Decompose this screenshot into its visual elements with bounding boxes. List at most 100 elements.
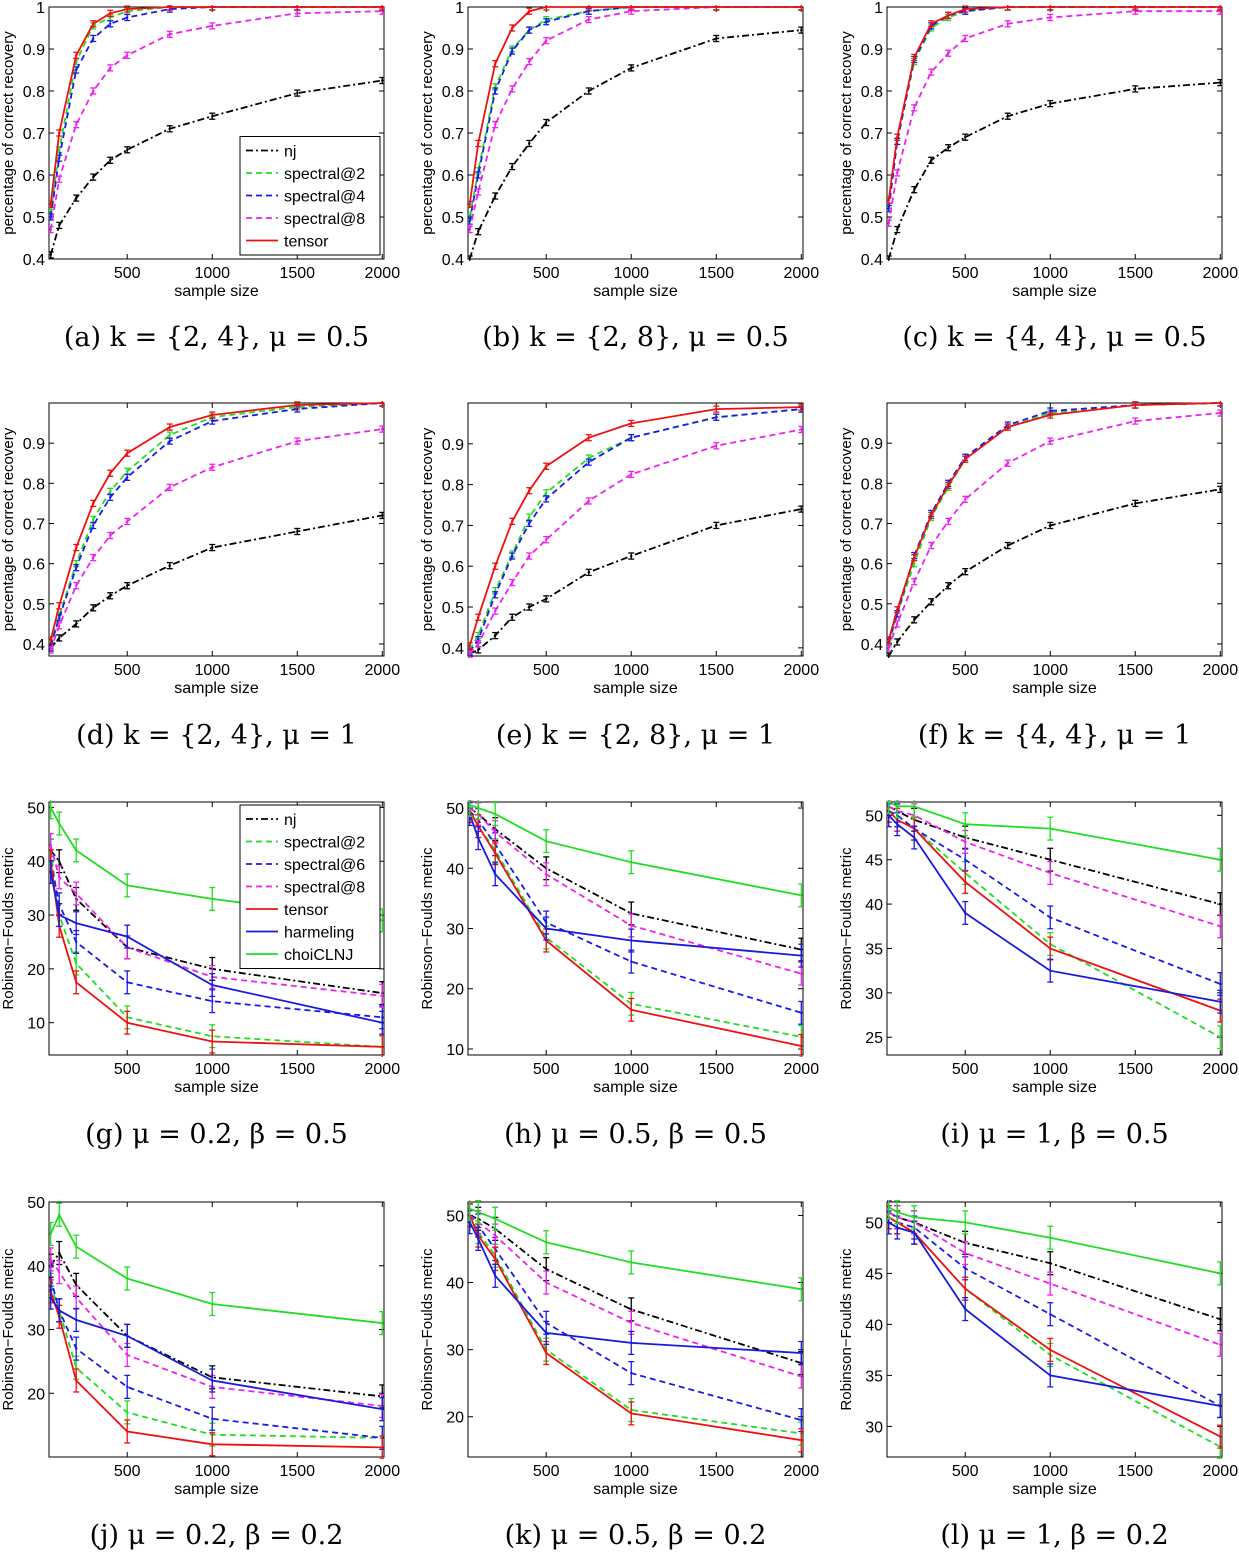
data-point [545,597,548,601]
data-point [296,439,299,443]
data-point [494,1274,497,1278]
data-point [49,1277,52,1280]
x-tick-label: 500 [114,1463,141,1480]
y-tick-label: 30 [865,1419,883,1436]
data-point [49,870,52,874]
data-point [92,37,95,40]
data-point [1049,1348,1052,1352]
x-tick-label: 2000 [1203,1463,1239,1480]
data-point [126,1353,129,1357]
data-point [913,618,916,622]
series-group [49,401,384,654]
series-line-spectral-at-4 [887,402,1221,643]
data-point [381,1407,384,1411]
data-point [58,1213,61,1216]
y-tick-label: 0.6 [861,168,883,185]
data-point [545,497,548,501]
chart-e: 500 1000 1500 2000 0.4 0.5 0.6 0.7 0.8 0.9 sample … [419,402,819,697]
x-tick-label: 1000 [1032,265,1068,282]
data-point [58,822,61,825]
data-point [126,7,129,11]
data-point [494,89,497,93]
data-point [211,1417,214,1420]
x-tick-label: 1000 [194,265,230,282]
legend-label: spectral@2 [284,166,365,183]
data-point [58,148,61,151]
y-tick-label: 1 [36,0,45,17]
plot-frame [467,6,804,260]
caption-f: (f) k = {4, 4}, μ = 1 [917,720,1192,751]
data-point [1049,969,1052,972]
y-tick-label: 0.4 [861,252,883,269]
data-point [1134,502,1137,505]
data-point [381,401,384,405]
x-tick-label: 2000 [784,265,820,282]
series-line-spectral-at-4 [468,408,802,653]
data-point [168,5,171,9]
data-point [913,580,916,583]
data-point [947,14,950,17]
data-point [75,566,78,569]
data-point [896,1211,899,1214]
data-point [947,146,950,149]
data-point [126,1334,129,1338]
data-point [1006,22,1009,25]
data-point [168,564,171,567]
y-tick-label: 50 [446,801,464,818]
y-tick-label: 0.8 [23,476,45,493]
series-line-spectral-at-6 [49,861,383,1019]
data-point [964,911,967,915]
data-point [587,18,590,21]
data-point [75,584,78,587]
data-point [896,640,899,644]
data-point [49,215,52,219]
data-point [1049,916,1052,919]
data-point [1134,87,1137,91]
series-line-spectral-at-2 [888,1216,1221,1448]
x-tick-label: 1500 [1117,662,1153,679]
x-tick-label: 500 [114,662,141,679]
data-point [630,939,633,942]
y-tick-label: 0.6 [442,168,464,185]
x-tick-label: 1500 [279,662,315,679]
y-tick-label: 1 [455,0,464,17]
plot-frame [886,402,1223,657]
chart-a: 500 1000 1500 2000 0.4 0.5 0.6 0.7 0.8 0.9 1 sample… [0,0,400,300]
y-tick-label: 0.6 [442,559,464,576]
data-point [126,1385,129,1389]
data-point [296,5,299,9]
chart-b: 500 1000 1500 2000 0.4 0.5 0.6 0.7 0.8 0.9 1 sample… [419,0,819,300]
x-tick-label: 1000 [613,1463,649,1480]
data-point [49,638,52,642]
data-point [947,584,950,587]
data-point [494,852,497,855]
data-point [545,873,548,876]
x-axis-label: sample size [174,283,259,300]
data-point [528,554,531,558]
data-point [630,5,633,9]
data-point [58,1270,61,1274]
data-point [913,188,916,191]
data-point [964,458,967,461]
data-point [964,1267,967,1270]
caption-i: (i) μ = 1, β = 0.5 [940,1119,1169,1150]
data-point [75,68,78,72]
series-line-tensor [468,6,802,205]
data-point [168,439,171,443]
data-point [126,884,129,887]
data-point [1219,5,1222,9]
data-point [630,422,633,425]
x-tick-label: 500 [533,1463,560,1480]
data-point [630,473,633,476]
legend-label: spectral@2 [284,835,365,852]
data-point [896,608,899,612]
series-line-spectral-at-6 [888,810,1221,985]
x-tick-label: 2000 [784,1463,820,1480]
data-point [511,49,514,53]
data-point [477,142,480,145]
data-point [800,1288,803,1291]
series-group [468,403,803,658]
caption-a: (a) k = {2, 4}, μ = 0.5 [63,322,370,353]
series-line-tensor [888,1216,1221,1438]
x-tick-label: 2000 [1203,1061,1239,1078]
